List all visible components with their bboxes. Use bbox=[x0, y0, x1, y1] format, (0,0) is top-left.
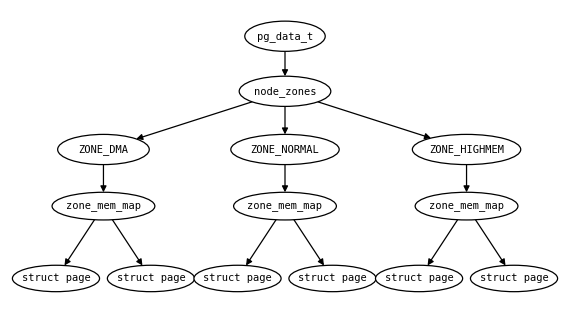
Ellipse shape bbox=[231, 134, 339, 165]
Ellipse shape bbox=[289, 265, 376, 292]
Ellipse shape bbox=[376, 265, 463, 292]
Text: pg_data_t: pg_data_t bbox=[257, 31, 313, 42]
Ellipse shape bbox=[194, 265, 281, 292]
Ellipse shape bbox=[470, 265, 557, 292]
Ellipse shape bbox=[234, 192, 336, 220]
Ellipse shape bbox=[245, 21, 325, 51]
Text: struct page: struct page bbox=[298, 273, 367, 283]
Ellipse shape bbox=[13, 265, 100, 292]
Text: struct page: struct page bbox=[22, 273, 91, 283]
Text: struct page: struct page bbox=[116, 273, 185, 283]
Ellipse shape bbox=[415, 192, 518, 220]
Ellipse shape bbox=[52, 192, 155, 220]
Text: ZONE_DMA: ZONE_DMA bbox=[79, 144, 128, 155]
Ellipse shape bbox=[239, 76, 331, 106]
Ellipse shape bbox=[412, 134, 521, 165]
Text: zone_mem_map: zone_mem_map bbox=[429, 201, 504, 211]
Text: node_zones: node_zones bbox=[254, 86, 316, 97]
Ellipse shape bbox=[107, 265, 194, 292]
Text: ZONE_NORMAL: ZONE_NORMAL bbox=[251, 144, 319, 155]
Text: ZONE_HIGHMEM: ZONE_HIGHMEM bbox=[429, 144, 504, 155]
Ellipse shape bbox=[58, 134, 149, 165]
Text: zone_mem_map: zone_mem_map bbox=[66, 201, 141, 211]
Text: struct page: struct page bbox=[385, 273, 454, 283]
Text: struct page: struct page bbox=[203, 273, 272, 283]
Text: zone_mem_map: zone_mem_map bbox=[247, 201, 323, 211]
Text: struct page: struct page bbox=[479, 273, 548, 283]
